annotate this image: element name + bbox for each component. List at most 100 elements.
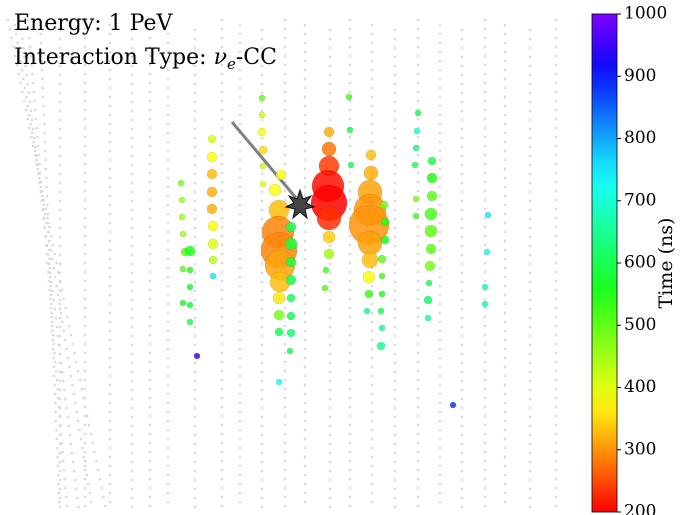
module — [394, 56, 397, 59]
module — [35, 159, 38, 162]
module — [394, 101, 397, 104]
module — [84, 253, 87, 256]
module — [304, 375, 307, 378]
module — [21, 91, 24, 94]
module — [439, 159, 442, 162]
module — [109, 420, 112, 423]
module — [48, 240, 51, 243]
hit — [179, 214, 185, 220]
module — [504, 222, 507, 225]
module — [167, 195, 170, 198]
hit — [427, 191, 437, 201]
module — [149, 109, 152, 112]
module — [349, 487, 352, 490]
module — [167, 168, 170, 171]
module — [417, 235, 420, 238]
module — [109, 267, 112, 270]
module — [84, 217, 87, 220]
hit — [427, 173, 437, 183]
module — [529, 254, 532, 257]
module — [284, 370, 287, 373]
module — [349, 424, 352, 427]
module — [284, 451, 287, 454]
module — [394, 479, 397, 482]
hit — [323, 267, 329, 273]
module — [167, 303, 170, 306]
module — [167, 114, 170, 117]
module — [59, 443, 62, 446]
module — [48, 280, 51, 283]
hit — [425, 315, 431, 321]
module — [529, 74, 532, 77]
hit — [259, 146, 267, 154]
module — [62, 460, 65, 463]
module — [73, 352, 76, 355]
module — [64, 487, 67, 490]
module — [239, 267, 242, 270]
module — [284, 37, 287, 40]
module — [149, 199, 152, 202]
module — [33, 91, 36, 94]
module — [167, 240, 170, 243]
module — [75, 411, 78, 414]
module — [417, 28, 420, 31]
module — [484, 496, 487, 499]
module — [439, 483, 442, 486]
module — [194, 362, 197, 365]
module — [284, 505, 287, 508]
module — [56, 326, 59, 329]
module — [261, 74, 264, 77]
module — [221, 496, 224, 499]
module — [84, 487, 87, 490]
module — [167, 420, 170, 423]
module — [221, 352, 224, 355]
module — [79, 379, 82, 382]
colorbar-tick-label: 400 — [624, 377, 656, 397]
module — [484, 406, 487, 409]
module — [42, 105, 45, 108]
module — [417, 298, 420, 301]
module — [484, 244, 487, 247]
module — [504, 24, 507, 27]
module — [59, 245, 62, 248]
hit — [286, 222, 296, 232]
module — [16, 42, 19, 45]
module — [71, 452, 74, 455]
module — [167, 249, 170, 252]
module — [59, 299, 62, 302]
module — [394, 227, 397, 230]
module — [417, 253, 420, 256]
module — [131, 101, 134, 104]
module — [417, 334, 420, 337]
module — [59, 119, 62, 122]
module — [529, 65, 532, 68]
module — [461, 74, 464, 77]
module — [394, 425, 397, 428]
module — [261, 83, 264, 86]
module — [484, 64, 487, 67]
module — [417, 424, 420, 427]
module — [504, 501, 507, 504]
module — [47, 231, 50, 234]
module — [109, 195, 112, 198]
module — [109, 78, 112, 81]
module — [149, 118, 152, 121]
module — [555, 172, 558, 175]
module — [484, 271, 487, 274]
module — [417, 280, 420, 283]
module — [84, 118, 87, 121]
module — [36, 136, 39, 139]
module — [61, 451, 64, 454]
module — [484, 424, 487, 427]
module — [55, 420, 58, 423]
hit — [260, 163, 266, 169]
module — [329, 452, 332, 455]
module — [394, 497, 397, 500]
module — [304, 357, 307, 360]
module — [167, 204, 170, 207]
module — [33, 137, 36, 140]
module — [43, 217, 46, 220]
module — [221, 280, 224, 283]
module — [461, 344, 464, 347]
interaction-symbol: ν — [214, 45, 227, 70]
